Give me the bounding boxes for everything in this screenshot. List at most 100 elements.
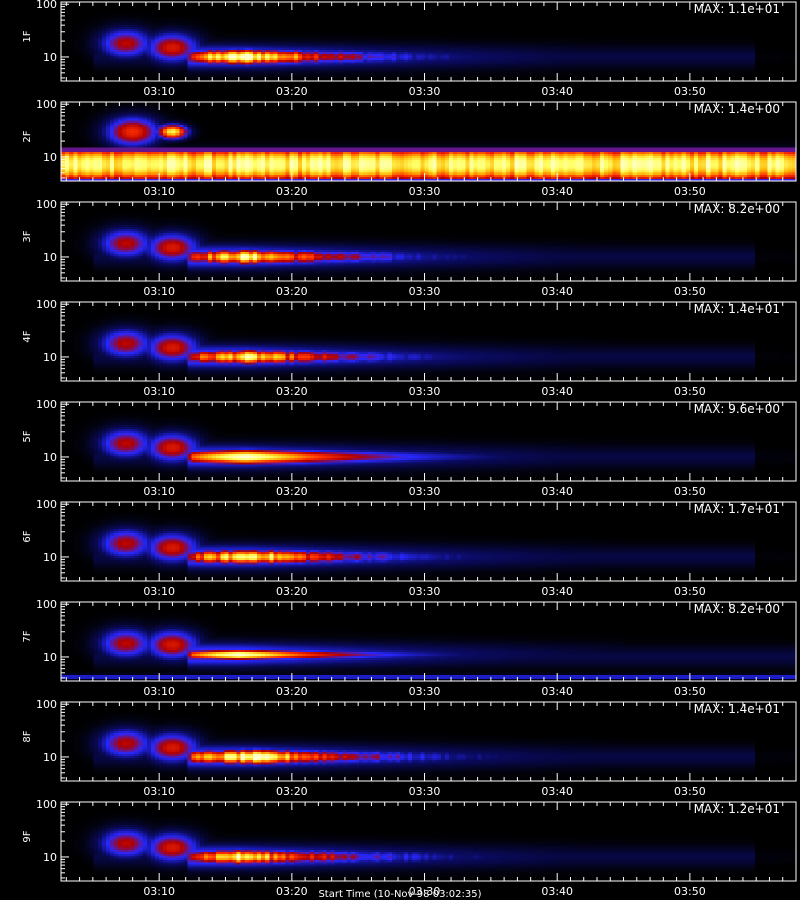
x-tick-label: 03:10: [143, 885, 175, 898]
max-annotation: MAX: 8.2e+00: [694, 202, 780, 216]
x-tick-label: 03:20: [276, 285, 308, 298]
max-annotation: MAX: 1.1e+01: [694, 2, 780, 16]
panel-9F: 100 10 03:10 03:20 03:30 03:40 03:50 9F MAX: 1.2…: [22, 798, 797, 898]
x-tick-label: 03:50: [674, 685, 706, 698]
x-tick-label: 03:40: [541, 385, 573, 398]
y-tick-label: 100: [36, 698, 57, 711]
x-tick-label: 03:40: [541, 585, 573, 598]
y-tick-label: 10: [43, 651, 57, 664]
y-tick-label: 100: [36, 298, 57, 311]
x-tick-label: 03:30: [409, 85, 441, 98]
x-tick-label: 03:10: [143, 485, 175, 498]
x-tick-label: 03:30: [409, 485, 441, 498]
panel-label: 6F: [22, 530, 33, 542]
y-tick-label: 10: [43, 451, 57, 464]
x-tick-label: 03:40: [541, 285, 573, 298]
spectrogram-image-9F: [61, 802, 796, 881]
y-tick-label: 10: [43, 251, 57, 264]
x-tick-label: 03:50: [674, 785, 706, 798]
panel-8F: 100 10 03:10 03:20 03:30 03:40 03:50 8F MAX: 1.4…: [22, 698, 797, 798]
spectrogram-image-6F: [61, 502, 796, 581]
y-tick-label: 10: [43, 751, 57, 764]
x-tick-label: 03:20: [276, 85, 308, 98]
x-tick-label: 03:30: [409, 585, 441, 598]
x-tick-label: 03:20: [276, 485, 308, 498]
spectrogram-image-2F: [61, 102, 796, 181]
panel-label: 5F: [22, 430, 33, 442]
y-tick-label: 10: [43, 51, 57, 64]
x-tick-label: 03:40: [541, 685, 573, 698]
panel-label: 8F: [22, 730, 33, 742]
max-annotation: MAX: 1.4e+01: [694, 302, 780, 316]
y-tick-label: 100: [36, 498, 57, 511]
x-tick-label: 03:50: [674, 85, 706, 98]
x-tick-label: 03:40: [541, 85, 573, 98]
y-tick-label: 100: [36, 198, 57, 211]
x-tick-label: 03:10: [143, 85, 175, 98]
y-tick-label: 10: [43, 551, 57, 564]
panel-4F: 100 10 03:10 03:20 03:30 03:40 03:50 4F MAX: 1.4…: [22, 298, 797, 398]
panel-label: 9F: [22, 830, 33, 842]
y-tick-label: 10: [43, 351, 57, 364]
x-tick-label: 03:10: [143, 285, 175, 298]
panel-label: 1F: [22, 30, 33, 42]
x-tick-label: 03:10: [143, 785, 175, 798]
x-tick-label: 03:20: [276, 185, 308, 198]
y-tick-label: 10: [43, 151, 57, 164]
panel-label: 3F: [22, 230, 33, 242]
x-tick-label: 03:10: [143, 685, 175, 698]
panel-3F: 100 10 03:10 03:20 03:30 03:40 03:50 3F MAX: 8.2…: [22, 198, 797, 298]
panel-1F: 100 10 03:10 03:20 03:30 03:40 03:50 1F MAX: 1.1…: [22, 0, 797, 98]
panel-5F: 100 10 03:10 03:20 03:30 03:40 03:50 5F MAX: 9.6…: [22, 398, 797, 498]
max-annotation: MAX: 1.7e+01: [694, 502, 780, 516]
x-tick-label: 03:50: [674, 585, 706, 598]
spectrogram-image-1F: [61, 2, 796, 81]
panel-label: 2F: [22, 130, 33, 142]
x-tick-label: 03:20: [276, 585, 308, 598]
y-tick-label: 100: [36, 0, 57, 11]
max-annotation: MAX: 1.4e+01: [694, 702, 780, 716]
x-tick-label: 03:40: [541, 785, 573, 798]
x-tick-label: 03:40: [541, 185, 573, 198]
x-tick-label: 03:20: [276, 685, 308, 698]
x-tick-label: 03:20: [276, 385, 308, 398]
spectrogram-image-7F: [61, 602, 796, 681]
y-tick-label: 100: [36, 398, 57, 411]
x-tick-label: 03:30: [409, 685, 441, 698]
panel-7F: 100 10 03:10 03:20 03:30 03:40 03:50 7F MAX: 8.2…: [22, 598, 797, 698]
x-tick-label: 03:50: [674, 885, 706, 898]
x-tick-label: 03:10: [143, 385, 175, 398]
panel-2F: 100 10 03:10 03:20 03:30 03:40 03:50 2F MAX: 1.4…: [22, 98, 797, 198]
x-tick-label: 03:50: [674, 285, 706, 298]
x-tick-label: 03:50: [674, 185, 706, 198]
x-tick-label: 03:10: [143, 185, 175, 198]
x-tick-label: 03:30: [409, 385, 441, 398]
spectrogram-image-3F: [61, 202, 796, 281]
max-annotation: MAX: 1.4e+00: [694, 102, 780, 116]
x-tick-label: 03:30: [409, 185, 441, 198]
x-tick-label: 03:30: [409, 785, 441, 798]
y-tick-label: 100: [36, 798, 57, 811]
spectrogram-image-4F: [61, 302, 796, 381]
max-annotation: MAX: 9.6e+00: [694, 402, 780, 416]
x-tick-label: 03:30: [409, 885, 441, 898]
x-tick-label: 03:10: [143, 585, 175, 598]
spectrogram-image-5F: [61, 402, 796, 481]
y-tick-label: 100: [36, 98, 57, 111]
x-tick-label: 03:40: [541, 485, 573, 498]
x-tick-label: 03:30: [409, 285, 441, 298]
x-axis-title: Start Time (10-Nov-98 03:02:35): [318, 889, 482, 900]
max-annotation: MAX: 8.2e+00: [694, 602, 780, 616]
x-tick-label: 03:20: [276, 785, 308, 798]
x-tick-label: 03:20: [276, 885, 308, 898]
y-tick-label: 10: [43, 851, 57, 864]
y-tick-label: 100: [36, 598, 57, 611]
spectrogram-image-8F: [61, 702, 796, 781]
panel-label: 4F: [22, 330, 33, 342]
max-annotation: MAX: 1.2e+01: [694, 802, 780, 816]
panel-label: 7F: [22, 630, 33, 642]
x-tick-label: 03:50: [674, 385, 706, 398]
x-tick-label: 03:40: [541, 885, 573, 898]
x-tick-label: 03:50: [674, 485, 706, 498]
